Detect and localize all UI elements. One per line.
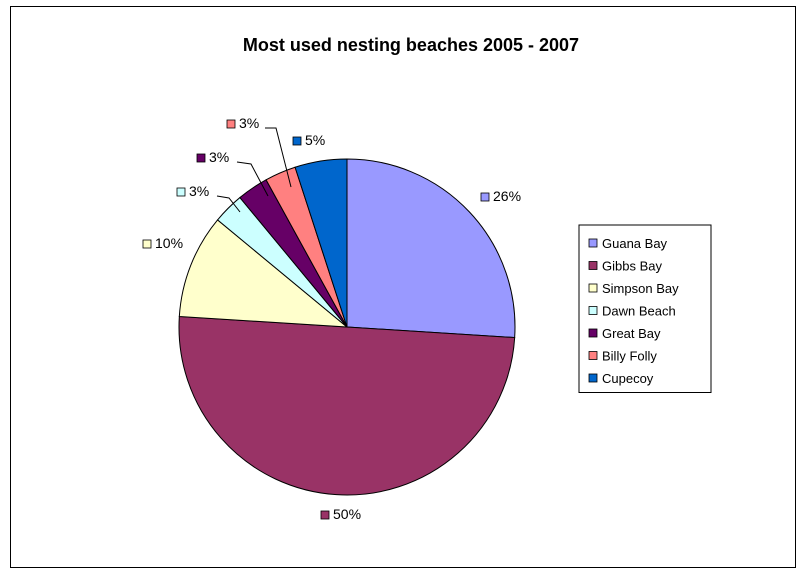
legend-label-guana-bay: Guana Bay <box>602 236 668 251</box>
legend-label-simpson-bay: Simpson Bay <box>602 281 679 296</box>
legend-label-great-bay: Great Bay <box>602 326 661 341</box>
data-label-swatch-cupecoy <box>292 136 302 146</box>
leader-line-dawn-beach <box>216 195 241 213</box>
data-label-swatch-great-bay <box>196 153 206 163</box>
data-label-dawn-beach: 3% <box>189 183 209 199</box>
legend-swatch-gibbs-bay <box>588 261 598 270</box>
data-label-swatch-gibbs-bay <box>320 510 330 520</box>
data-labels: 26% 50% 10% 3% 3% 3% 5% <box>142 115 521 522</box>
legend-swatch-guana-bay <box>588 238 598 248</box>
leader-line-great-bay <box>236 161 269 197</box>
legend-swatch-dawn-beach <box>588 306 598 315</box>
data-label-swatch-billy-folly <box>226 119 236 129</box>
data-label-cupecoy: 5% <box>305 132 325 148</box>
leader-line-billy-folly <box>265 127 292 188</box>
legend-label-dawn-beach: Dawn Beach <box>602 304 676 319</box>
legend-swatch-great-bay <box>588 328 598 338</box>
legend: Guana Bay Gibbs Bay Simpson Bay Dawn Beach G… <box>578 224 712 393</box>
chart-title: Most used nesting beaches 2005 - 2007 <box>243 35 579 55</box>
legend-label-cupecoy: Cupecoy <box>602 371 654 386</box>
legend-swatch-cupecoy <box>588 373 598 383</box>
pie-slices <box>178 158 516 496</box>
legend-swatch-billy-folly <box>588 351 598 360</box>
legend-label-billy-folly: Billy Folly <box>602 349 657 364</box>
data-label-swatch-guana-bay <box>480 192 490 202</box>
data-label-simpson-bay: 10% <box>155 235 183 251</box>
pie-chart: Most used nesting beaches 2005 - 2007 26… <box>142 35 712 522</box>
legend-box <box>578 224 712 393</box>
data-label-swatch-dawn-beach <box>176 187 186 197</box>
data-label-billy-folly: 3% <box>239 115 259 131</box>
legend-swatch-simpson-bay <box>588 283 598 293</box>
pie-slice-guana-bay <box>346 158 516 339</box>
data-label-guana-bay: 26% <box>493 188 521 204</box>
pie-slice-cupecoy <box>294 158 348 328</box>
data-label-great-bay: 3% <box>209 149 229 165</box>
leader-lines <box>216 127 292 213</box>
data-label-swatch-simpson-bay <box>142 239 152 249</box>
data-label-gibbs-bay: 50% <box>333 506 361 522</box>
pie-slice-simpson-bay <box>178 219 349 328</box>
legend-label-gibbs-bay: Gibbs Bay <box>602 259 662 274</box>
pie-slice-gibbs-bay <box>178 315 516 496</box>
chart-frame: Most used nesting beaches 2005 - 2007 26… <box>10 6 796 568</box>
